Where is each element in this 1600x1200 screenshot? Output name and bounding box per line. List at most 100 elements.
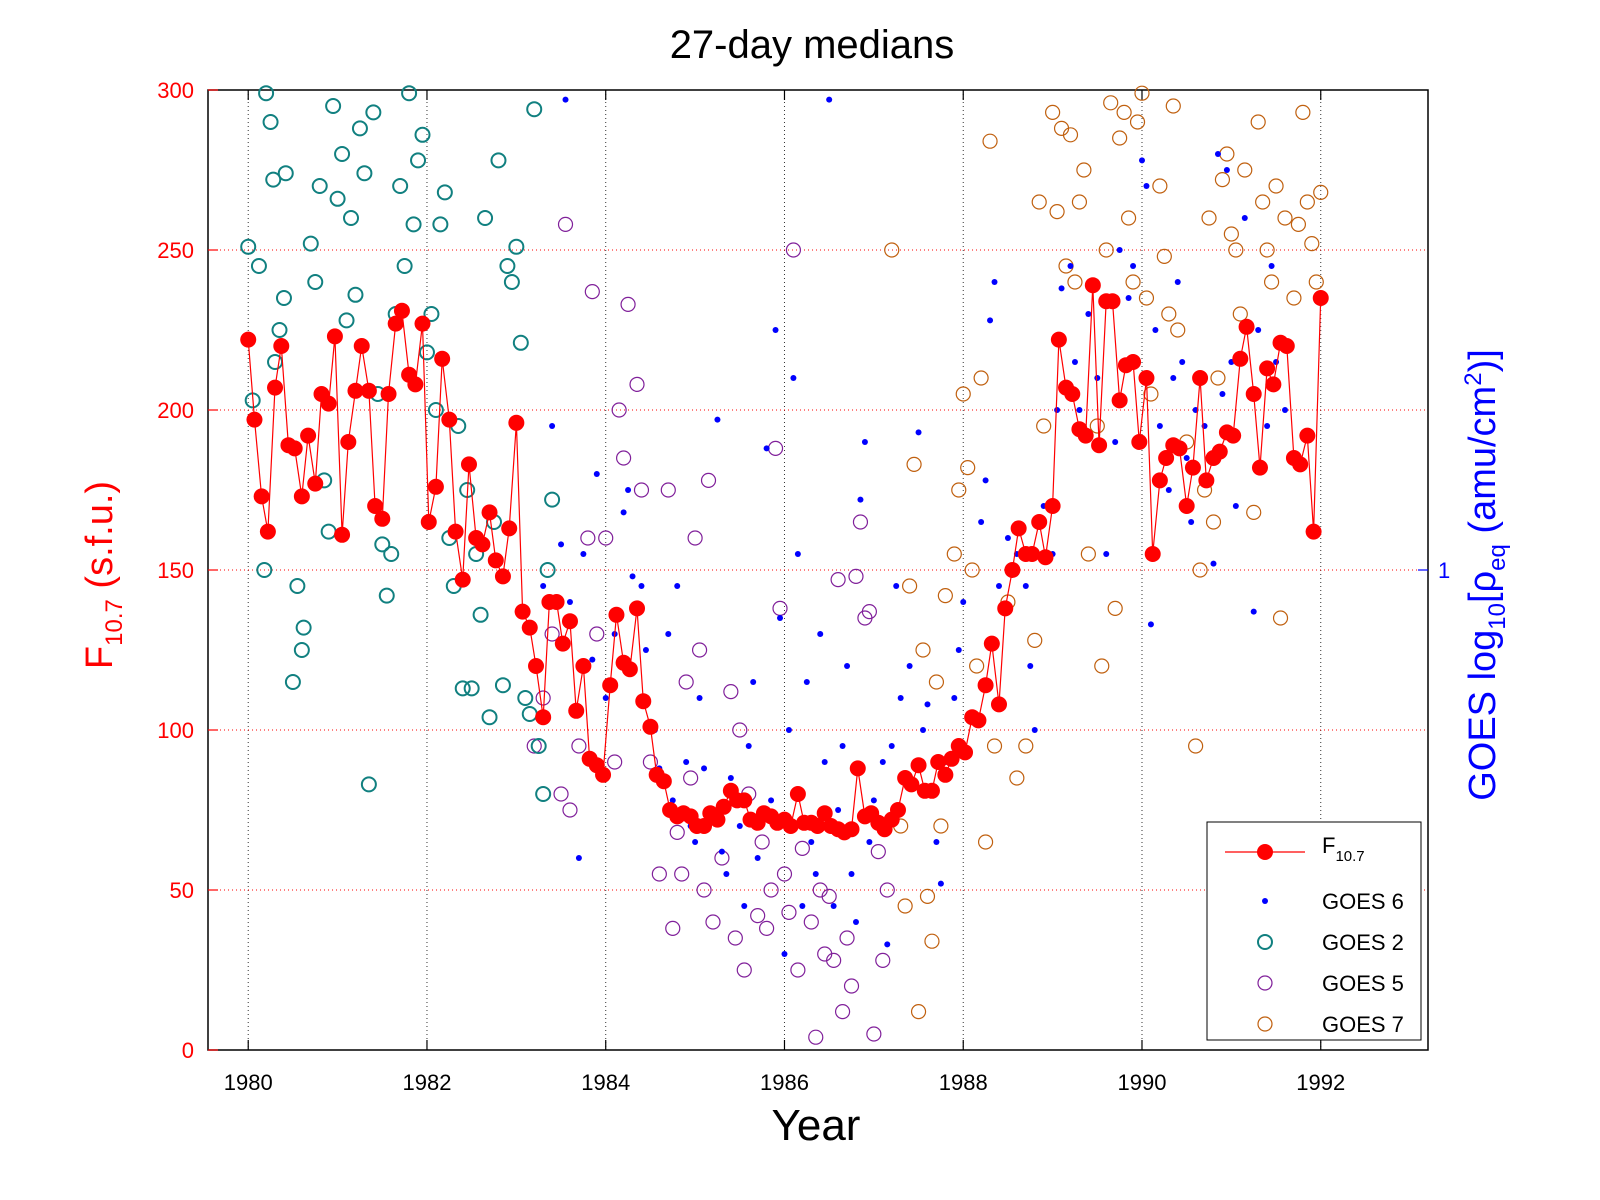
f107-point [782,818,799,834]
goes-6-point [558,541,565,548]
goes-5-point [571,738,587,754]
y-tick-label: 150 [157,558,194,583]
goes-6-point [924,701,931,708]
goes-6-point [768,797,775,804]
goes-6-point [745,743,752,749]
goes-6-point [549,423,556,429]
goes-2-point [365,104,382,121]
goes-6-point [1076,407,1083,413]
goes-5-point [821,888,837,905]
goes-5-point [660,482,676,498]
goes-7-point [955,386,971,402]
legend: F10.7 GOES 6 GOES 2 GOES 5 GOES 7 [1206,821,1422,1041]
goes-7-point [1259,242,1275,258]
goes-7-point [897,898,913,914]
goes-6-point [638,583,645,589]
f107-point [554,635,571,652]
f107-point [434,350,451,367]
goes-6-point [593,471,600,477]
f107-point [1211,443,1228,460]
goes-5-point [633,482,650,498]
goes-5-point [723,683,739,700]
goes-7-point [924,933,940,949]
goes-6-point [848,871,855,877]
goes-6-point [620,509,627,516]
goes-6-point [1130,263,1137,269]
goes-2-point [378,587,395,604]
goes-6-point [718,848,725,855]
goes-5-point [776,866,793,882]
f107-point [1151,472,1168,489]
legend-goes2-label: GOES 2 [1322,930,1404,955]
goes-6-point [1250,608,1257,615]
f107-point [320,395,337,412]
goes-6-point [897,695,904,701]
goes-6-point [826,96,833,103]
goes-2-point [521,706,538,722]
f107-point [595,766,612,783]
goes-2-point [334,146,351,162]
goes-6-point [566,599,573,605]
goes-6-point [754,855,761,861]
goes-7-point [960,460,976,476]
goes-7-point [1290,216,1307,232]
goes-5-point [754,834,770,850]
goes-6-point [861,439,868,445]
f107-point [642,718,659,735]
goes-6-point [1031,727,1038,733]
goes-2-point [325,98,342,114]
goes-7-point [1246,504,1262,521]
goes-6-point [844,663,851,669]
goes-5-point [642,754,659,770]
f107-point [273,338,290,354]
goes-7-point [1076,162,1092,178]
goes-5-point [683,770,699,786]
goes-5-point [691,642,708,658]
goes-6-point [1281,407,1288,413]
f107-point [246,411,263,428]
goes-5-point [767,440,784,456]
goes-2-point [494,677,511,694]
goes-7-point [1107,600,1123,617]
legend-goes6-marker [1262,898,1268,904]
f107-point [943,750,960,767]
goes-5-point [705,914,721,930]
f107-point [494,568,511,585]
goes-2-point [275,290,292,306]
goes-7-point [1143,386,1159,402]
f107-point [789,786,806,802]
goes-6-point [629,573,636,580]
f107-point [1184,459,1201,476]
goes-7-point [1286,290,1302,306]
goes-6-point [1241,215,1248,221]
goes-7-point [1304,236,1320,252]
goes-2-point [544,491,561,508]
goes-7-point [1170,322,1186,338]
goes-6-point [1170,375,1177,381]
f107-point [501,520,518,537]
f107-point [240,331,257,348]
goes-6-point [665,631,672,637]
goes-6-point [714,416,721,423]
f107-point [1245,386,1262,402]
f107-point [441,411,458,428]
series-goes-2 [240,85,561,802]
goes-6-point [1174,279,1181,285]
f107-point [514,603,531,620]
f107-point [602,677,619,694]
y2-label-sup: 2 [1460,372,1487,385]
y-tick-label: 250 [157,238,194,263]
y2-axis-label: GOES log10[ρeq (amu/cm2)] [1460,349,1511,801]
f107-point [1225,427,1242,444]
f107-point [340,434,357,450]
f107-point [843,821,860,838]
f107-point [1077,427,1094,444]
goes-2-point [302,235,319,252]
goes-6-point [790,375,797,381]
legend-f107-label: F10.7 [1322,833,1365,865]
goes-6-point [866,839,873,845]
f107-point [1259,360,1276,377]
goes-6-point [1112,439,1119,445]
goes-5-point [781,904,797,921]
goes-6-point [852,919,859,925]
